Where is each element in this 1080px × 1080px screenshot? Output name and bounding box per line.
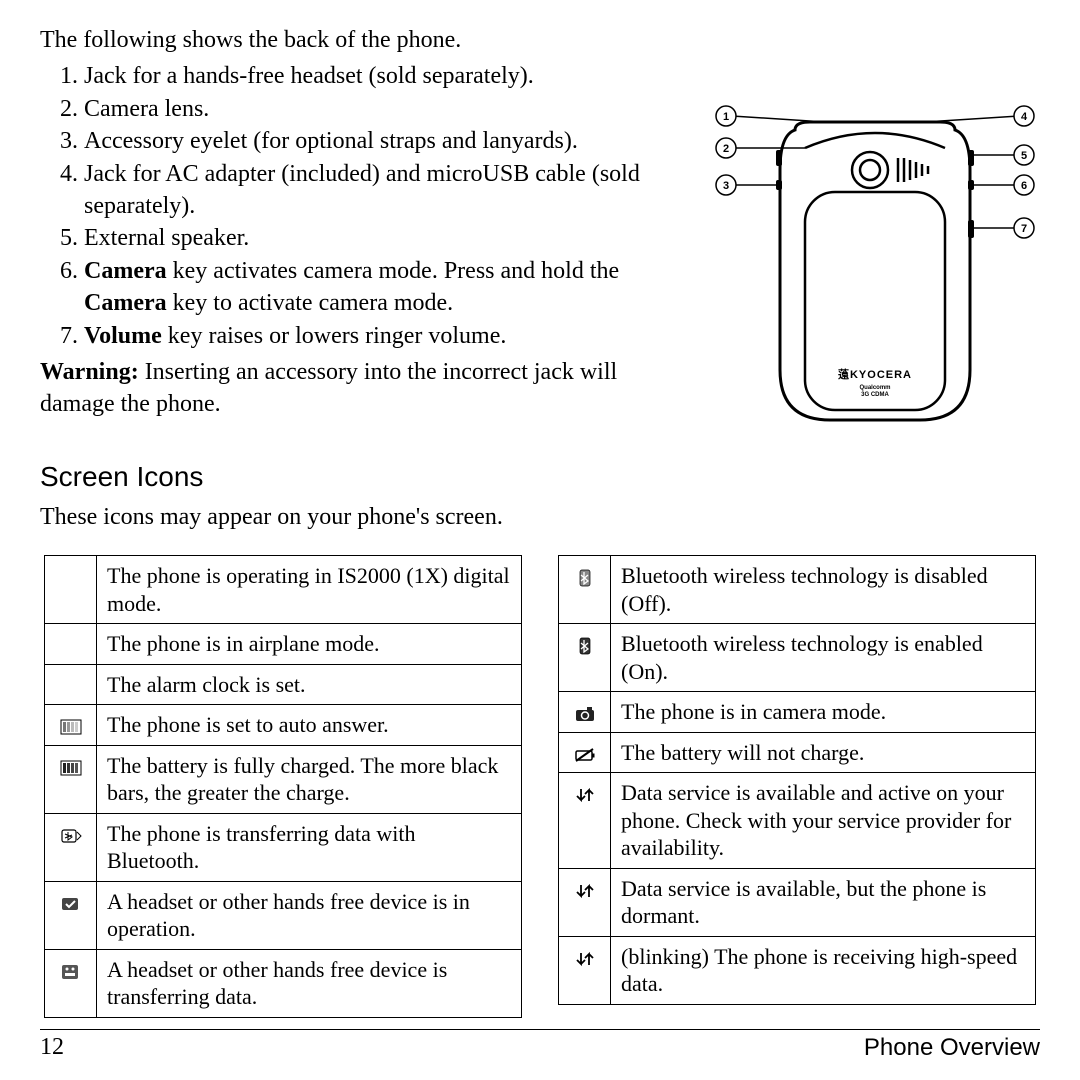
- section-intro: These icons may appear on your phone's s…: [40, 501, 1040, 533]
- icon-table-left: The phone is operating in IS2000 (1X) di…: [44, 555, 522, 1018]
- table-row: Data service is available, but the phone…: [559, 868, 1036, 936]
- icon-description: Data service is available, but the phone…: [611, 868, 1036, 936]
- icon-description: Data service is available and active on …: [611, 773, 1036, 869]
- feature-item-6: Camera key activates camera mode. Press …: [84, 255, 690, 320]
- table-row: A headset or other hands free device is …: [45, 949, 522, 1017]
- icon-tables: The phone is operating in IS2000 (1X) di…: [40, 555, 1040, 1018]
- icon-description: The battery will not charge.: [611, 732, 1036, 773]
- feature-item-2: Camera lens.: [84, 93, 690, 125]
- none-icon: [45, 624, 97, 665]
- footer-section: Phone Overview: [864, 1034, 1040, 1062]
- icon-description: The phone is in camera mode.: [611, 692, 1036, 733]
- camera-icon: [559, 692, 611, 733]
- page: The following shows the back of the phon…: [0, 0, 1080, 1080]
- table-row: Bluetooth wireless technology is disable…: [559, 556, 1036, 624]
- table-row: The phone is set to auto answer.: [45, 705, 522, 746]
- table-row: (blinking) The phone is receiving high-s…: [559, 936, 1036, 1004]
- none-icon: [45, 556, 97, 624]
- svg-text:䕂KYOCERA: 䕂KYOCERA: [838, 367, 912, 381]
- bars-dark-icon: [45, 745, 97, 813]
- bt-transfer-icon: [45, 813, 97, 881]
- icon-description: The phone is set to auto answer.: [97, 705, 522, 746]
- phone-diagram: 䕂KYOCERA Qualcomm 3G CDMA 1 2 3 4: [710, 100, 1040, 440]
- bt-on-icon: [559, 624, 611, 692]
- svg-text:1: 1: [723, 111, 729, 123]
- table-row: The alarm clock is set.: [45, 664, 522, 705]
- page-footer: 12 Phone Overview: [40, 1029, 1040, 1062]
- warning-text: Warning: Inserting an accessory into the…: [40, 356, 690, 421]
- feature-item-5: External speaker.: [84, 222, 690, 254]
- arrows-icon: [559, 868, 611, 936]
- table-row: Data service is available and active on …: [559, 773, 1036, 869]
- section-heading: Screen Icons: [40, 461, 1040, 493]
- feature-list: Jack for a hands-free headset (sold sepa…: [40, 60, 690, 352]
- svg-text:4: 4: [1021, 111, 1028, 123]
- icon-description: Bluetooth wireless technology is disable…: [611, 556, 1036, 624]
- icon-description: The phone is in airplane mode.: [97, 624, 522, 665]
- page-number: 12: [40, 1034, 64, 1062]
- svg-text:6: 6: [1021, 180, 1027, 192]
- bt-off-icon: [559, 556, 611, 624]
- svg-text:Qualcomm: Qualcomm: [859, 385, 890, 391]
- headset-data-icon: [45, 949, 97, 1017]
- intro-text: The following shows the back of the phon…: [40, 24, 690, 56]
- table-row: The phone is operating in IS2000 (1X) di…: [45, 556, 522, 624]
- table-row: The battery will not charge.: [559, 732, 1036, 773]
- icon-description: The alarm clock is set.: [97, 664, 522, 705]
- table-row: The phone is in camera mode.: [559, 692, 1036, 733]
- table-row: Bluetooth wireless technology is enabled…: [559, 624, 1036, 692]
- feature-item-1: Jack for a hands-free headset (sold sepa…: [84, 60, 690, 92]
- icon-description: A headset or other hands free device is …: [97, 881, 522, 949]
- svg-text:3: 3: [723, 180, 729, 192]
- none-icon: [45, 664, 97, 705]
- svg-text:2: 2: [723, 143, 729, 155]
- icon-description: A headset or other hands free device is …: [97, 949, 522, 1017]
- headset-check-icon: [45, 881, 97, 949]
- feature-item-3: Accessory eyelet (for optional straps an…: [84, 125, 690, 157]
- svg-text:3G CDMA: 3G CDMA: [861, 392, 889, 398]
- svg-text:5: 5: [1021, 150, 1027, 162]
- icon-description: The battery is fully charged. The more b…: [97, 745, 522, 813]
- arrows-icon: [559, 936, 611, 1004]
- icon-description: The phone is transferring data with Blue…: [97, 813, 522, 881]
- icon-table-right: Bluetooth wireless technology is disable…: [558, 555, 1036, 1005]
- bars-light-icon: [45, 705, 97, 746]
- feature-item-4: Jack for AC adapter (included) and micro…: [84, 158, 690, 223]
- table-row: The phone is in airplane mode.: [45, 624, 522, 665]
- icon-description: The phone is operating in IS2000 (1X) di…: [97, 556, 522, 624]
- icon-description: Bluetooth wireless technology is enabled…: [611, 624, 1036, 692]
- table-row: The phone is transferring data with Blue…: [45, 813, 522, 881]
- icon-description: (blinking) The phone is receiving high-s…: [611, 936, 1036, 1004]
- svg-text:7: 7: [1021, 223, 1027, 235]
- battery-slash-icon: [559, 732, 611, 773]
- arrows-icon: [559, 773, 611, 869]
- table-row: The battery is fully charged. The more b…: [45, 745, 522, 813]
- feature-item-7: Volume key raises or lowers ringer volum…: [84, 320, 690, 352]
- table-row: A headset or other hands free device is …: [45, 881, 522, 949]
